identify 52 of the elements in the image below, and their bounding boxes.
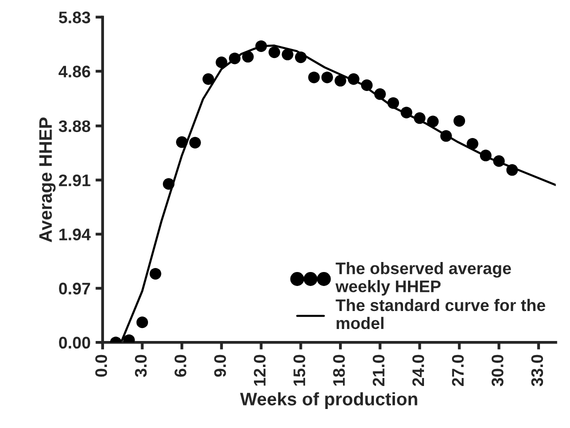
point bbox=[136, 316, 148, 328]
point bbox=[387, 97, 400, 109]
x-tick-label: 27.0 bbox=[452, 354, 464, 386]
point bbox=[242, 50, 254, 63]
point bbox=[294, 51, 307, 64]
y-axis-title: Average HHEP bbox=[39, 117, 56, 242]
point bbox=[480, 150, 492, 162]
point bbox=[189, 136, 201, 148]
point bbox=[321, 72, 334, 84]
x-tick-label: 18.0 bbox=[333, 354, 345, 386]
point bbox=[400, 106, 412, 118]
x-tick-label: 6.0 bbox=[174, 354, 186, 377]
legend-label: The observed average weekly HHEP bbox=[335, 262, 511, 296]
x-tick-label: 15.0 bbox=[293, 354, 306, 386]
x-tick-label: 30.0 bbox=[492, 354, 504, 386]
point bbox=[176, 136, 188, 148]
x-tick-label: 21.0 bbox=[372, 354, 385, 386]
point bbox=[202, 73, 214, 85]
x-tick-label: 24.0 bbox=[412, 354, 424, 386]
point bbox=[348, 73, 360, 85]
y-tick-label: 3.88 bbox=[58, 120, 90, 132]
point bbox=[216, 56, 228, 68]
point bbox=[150, 268, 162, 280]
point bbox=[268, 46, 280, 58]
point bbox=[427, 116, 439, 128]
point bbox=[228, 52, 241, 64]
x-axis-title: Weeks of production bbox=[240, 392, 418, 410]
y-tick-label: 1.94 bbox=[59, 228, 91, 240]
x-tick-label: 9.0 bbox=[214, 354, 226, 377]
x-tick-label: 33.0 bbox=[531, 354, 544, 386]
x-tick-label: 3.0 bbox=[134, 354, 147, 377]
point bbox=[414, 112, 426, 124]
point bbox=[374, 88, 386, 100]
x-tick-label: 0.0 bbox=[95, 354, 108, 377]
y-tick-label: 0.00 bbox=[59, 336, 90, 349]
point bbox=[440, 130, 452, 142]
y-tick-label: 2.91 bbox=[58, 174, 90, 186]
point bbox=[162, 178, 174, 190]
point bbox=[282, 48, 294, 60]
point bbox=[361, 79, 373, 91]
point bbox=[506, 164, 518, 176]
point bbox=[334, 74, 346, 87]
x-tick-label: 12.0 bbox=[254, 354, 266, 386]
point bbox=[255, 40, 267, 52]
point bbox=[493, 155, 505, 167]
y-tick-label: 0.97 bbox=[59, 282, 90, 294]
y-tick-label: 4.86 bbox=[58, 66, 90, 78]
point bbox=[308, 72, 320, 84]
legend-label: The standard curve for the model bbox=[336, 298, 546, 330]
point bbox=[453, 115, 466, 127]
y-tick-label: 5.83 bbox=[58, 12, 90, 24]
point bbox=[466, 138, 478, 150]
